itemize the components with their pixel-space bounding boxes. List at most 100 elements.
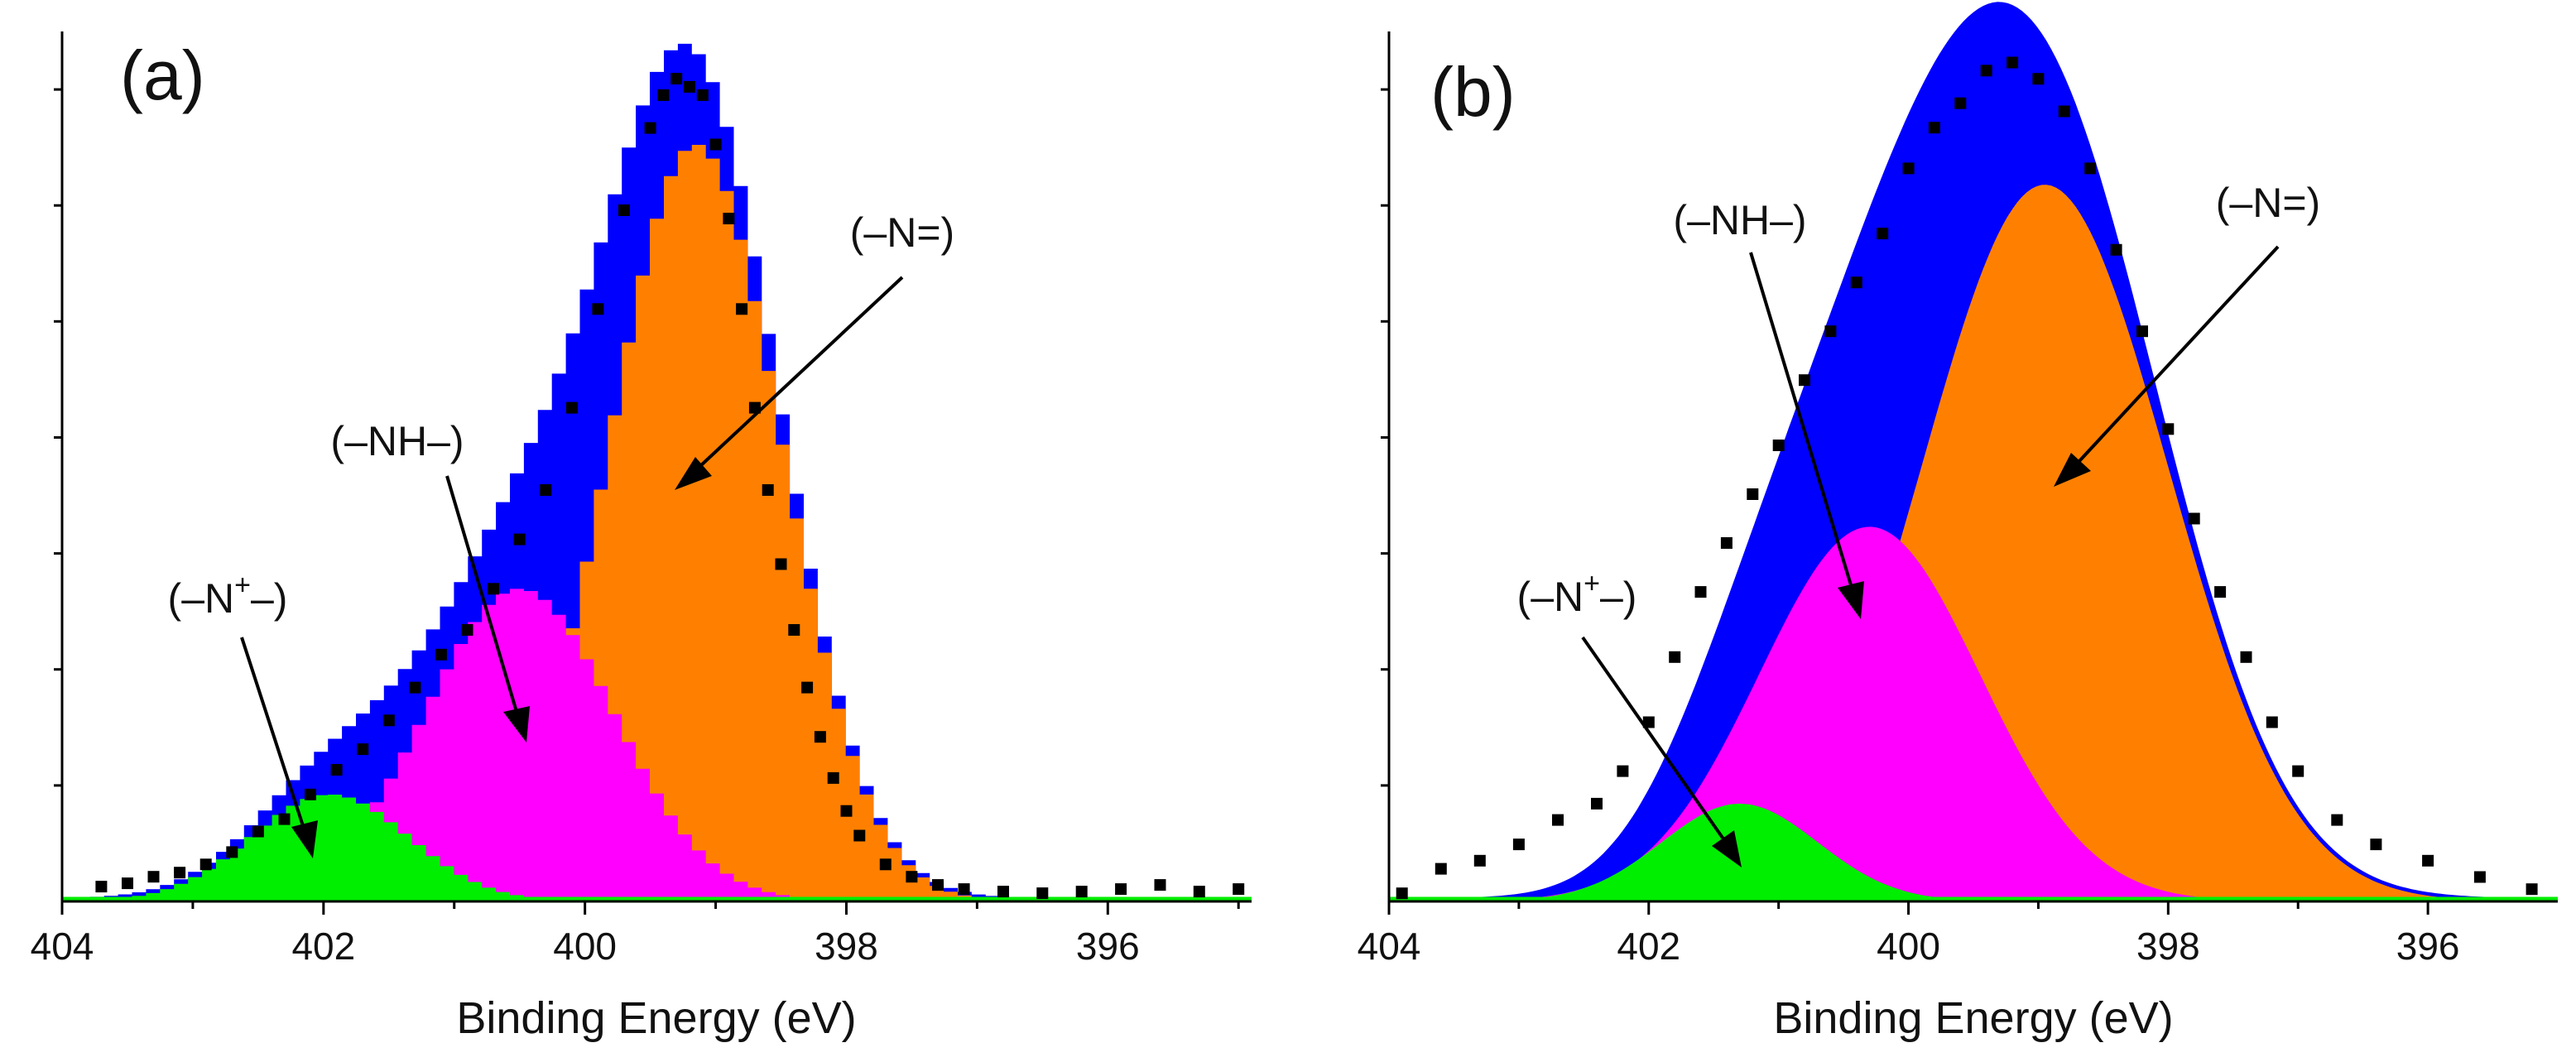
panel-a-x-tick-label: 398 [815,925,878,968]
panel-a-data-point [853,829,866,842]
panel-b-annotation-nh-label: (–NH–) [1673,197,1806,243]
panel-a-data-point [330,764,343,776]
panel-b-data-point [2240,651,2252,663]
panel-b-label: (b) [1430,53,1516,131]
panel-b-data-point [2331,814,2343,826]
panel-a-data-point [382,714,395,727]
panel-a-data-point [1233,883,1245,896]
panel-b-peak-n-plus [1389,803,2558,901]
panel-a-annotation-nh: (–NH–) [330,418,530,742]
panel-b-data-point [1512,839,1525,851]
panel-b-data-point [2214,586,2227,598]
panel-a-data-point [1154,879,1166,891]
panel-b-data-point [1902,162,1915,175]
panel-a-data-point [435,648,447,661]
panel-b-annotation-nh-arrow [1749,252,1856,597]
panel-b-annotation-n-plus-arrow [1581,636,1732,850]
panel-a-scatter [95,73,1245,900]
panel-b-data-point [1824,325,1837,338]
panel-a-annotation-n-plus-arrowhead [291,820,318,858]
panel-b-data-point [1877,228,1889,240]
panel-b-x-axis-title: Binding Energy (eV) [1773,993,2173,1043]
panel-b-x-tick-label: 396 [2396,925,2460,968]
panel-a-data-point [723,213,735,224]
panel-b-annotation-n-plus-arrowhead [1712,830,1742,867]
panel-a-data-point [278,813,291,825]
panel-b-annotation-n-plus-suffix: –) [1600,574,1636,620]
panel-a-data-point [488,583,500,595]
panel-a-data-point [670,73,683,84]
panel-b-annotation-n-plus-text: (–N [1517,574,1584,620]
panel-a-data-point [684,80,695,93]
panel-b-data-point [1954,97,1967,109]
panel-a-data-point [788,624,800,636]
panel-a-annotation-n-plus-text: (–N [168,575,235,622]
panel-b-data-point [1694,586,1707,598]
panel-a-y-ticks [54,88,62,787]
panel-a-peak-n-equal [62,145,1252,901]
panel-a-x-tick-label: 396 [1076,925,1140,968]
panel-b: 404 402 400 398 396 (b) Binding Energy (eV) … [1358,2,2558,1043]
panel-a-data-point [657,89,670,101]
panel-b-x-tick-label: 398 [2136,925,2200,968]
panel-b-data-point [2473,871,2486,883]
panel-b-data-point [2162,423,2175,435]
panel-b-annotation-n-equal-label: (–N=) [2216,180,2320,226]
panel-b-data-point [1591,797,1603,810]
panel-a-annotation-n-plus: (–N+–) [168,569,318,858]
panel-b-data-point [1747,488,1759,500]
panel-b-annotation-nh: (–NH–) [1673,197,1864,619]
panel-a-annotation-n-plus-arrow [240,637,308,837]
panel-b-data-point [1720,537,1733,549]
panel-a-data-point [409,681,421,694]
panel-a-data-point [932,879,944,891]
panel-a-data-point [122,877,133,890]
panel-a-data-point [565,401,578,414]
panel-a-x-ticks: 404 402 400 398 396 [31,901,1240,968]
panel-a-fills [62,43,1252,901]
panel-b-data-point [2084,162,2097,175]
panel-a-data-point [357,743,369,756]
panel-a-data-point [252,825,264,838]
panel-b-data-point [1850,276,1862,289]
panel-b-x-ticks: 404 402 400 398 396 [1358,901,2460,968]
panel-a-data-point [461,624,473,636]
panel-a-data-point [1075,886,1088,898]
panel-b-annotation-n-equal: (–N=) [2054,180,2320,487]
panel-b-x-tick-label: 402 [1617,925,1680,968]
panel-a-data-point [592,303,604,315]
panel-a-annotation-nh-arrow [445,475,521,721]
panel-a-data-point [775,558,787,570]
panel-a-data-point [814,731,826,743]
panel-a-data-point [827,771,839,784]
panel-b-data-point [1799,374,1810,387]
panel-a-x-tick-label: 400 [553,925,617,968]
panel-b-data-point [1435,863,1447,875]
panel-b-x-tick-label: 404 [1358,925,1421,968]
panel-a-annotation-n-plus-suffix: –) [251,575,287,622]
panel-b-peak-n-equal [1389,185,2558,901]
panel-b-annotation-n-plus-superscript: + [1584,568,1600,599]
panel-a-data-point [305,788,316,800]
panel-a-data-point [801,681,814,694]
panel-b-data-point [1473,854,1486,867]
panel-a-data-point [174,867,186,879]
panel-a-data-point [1115,883,1127,896]
panel-a-x-axis-title: Binding Energy (eV) [456,993,856,1043]
panel-a-annotation-n-equal-arrow [685,276,904,480]
panel-a-data-point [644,122,656,134]
panel-a-data-point [199,858,212,871]
panel-a-label: (a) [120,36,205,114]
panel-a-data-point [1036,887,1049,900]
panel-a-annotation-nh-label: (–NH–) [330,418,464,464]
panel-a-data-point [997,886,1009,898]
panel-a-annotation-n-equal-label: (–N=) [850,209,954,256]
panel-a-annotation-n-equal-arrowhead [675,457,712,490]
panel-a-data-point [147,871,160,883]
panel-b-y-ticks [1381,88,1389,787]
panel-a-annotation-n-equal: (–N=) [675,209,954,490]
panel-a-data-point [879,858,892,871]
panel-a-data-point [95,881,108,893]
panel-b-data-point [2136,325,2148,338]
